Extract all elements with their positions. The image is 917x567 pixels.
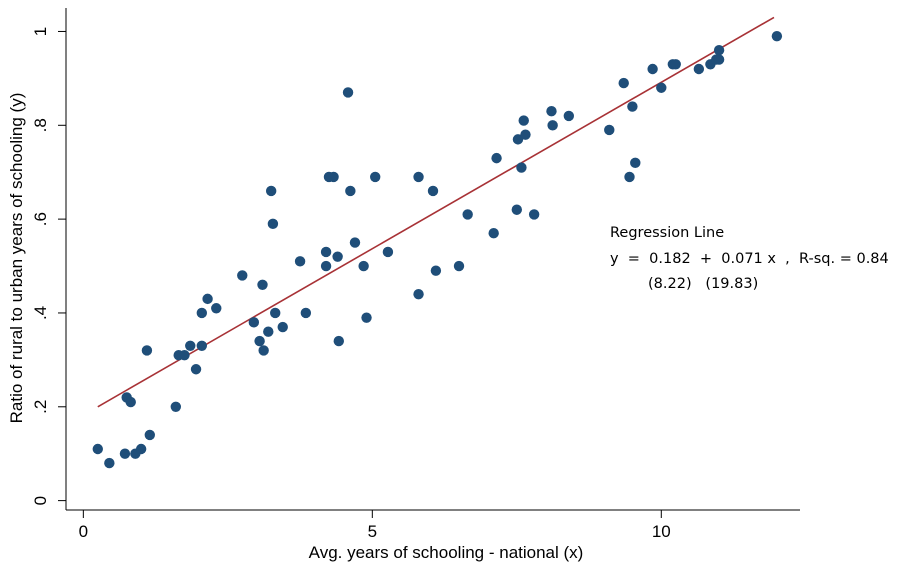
- data-point: [370, 171, 381, 183]
- data-point: [547, 120, 558, 131]
- data-point: [518, 115, 529, 126]
- x-axis-title: Avg. years of schooling - national (x): [309, 543, 584, 562]
- data-point: [254, 335, 265, 347]
- data-point: [512, 134, 524, 145]
- data-point: [516, 162, 527, 173]
- annotation-equation: y = 0.182 + 0.071 x , R-sq. = 0.84: [610, 251, 889, 267]
- data-point: [119, 448, 131, 459]
- data-point: [520, 129, 531, 140]
- data-point: [345, 185, 356, 197]
- data-point: [196, 340, 208, 351]
- data-point: [693, 63, 705, 75]
- data-point: [144, 429, 156, 441]
- data-point: [656, 82, 667, 93]
- data-point: [270, 307, 281, 319]
- y-axis-title: Ratio of rural to urban years of schooli…: [7, 93, 26, 424]
- data-point: [511, 204, 523, 215]
- data-point: [202, 293, 213, 305]
- x-tick-label: 0: [79, 522, 88, 541]
- data-point: [546, 106, 557, 117]
- data-point: [382, 246, 394, 258]
- annotation-title: Regression Line: [610, 225, 724, 241]
- data-point: [257, 279, 268, 291]
- data-point: [265, 185, 277, 197]
- data-point: [488, 227, 499, 239]
- data-point: [358, 260, 369, 272]
- x-tick-label: 5: [368, 522, 377, 541]
- data-point: [320, 260, 332, 272]
- data-point: [179, 349, 190, 361]
- y-tick-label: .2: [31, 400, 50, 414]
- data-point: [320, 246, 332, 258]
- data-point: [618, 77, 629, 89]
- data-point: [604, 124, 615, 136]
- data-point: [92, 443, 103, 455]
- data-point: [771, 30, 783, 42]
- data-point: [300, 307, 312, 319]
- data-point: [630, 157, 641, 169]
- data-point: [263, 326, 274, 337]
- data-point: [713, 45, 725, 56]
- y-tick-label: .6: [31, 212, 50, 226]
- y-tick-label: .8: [31, 118, 50, 132]
- data-point: [491, 152, 502, 164]
- data-point: [211, 303, 222, 314]
- data-point: [237, 270, 248, 281]
- data-point: [277, 321, 288, 333]
- data-point: [462, 209, 473, 220]
- y-tick-label: 1: [31, 27, 50, 36]
- data-point: [528, 209, 540, 220]
- data-point: [713, 54, 725, 65]
- data-point: [104, 457, 115, 469]
- data-point: [624, 171, 635, 183]
- data-point: [141, 345, 153, 356]
- data-point: [413, 171, 424, 183]
- data-point: [258, 345, 269, 356]
- data-point: [328, 171, 339, 183]
- y-tick-label: .4: [31, 306, 50, 320]
- data-point: [563, 110, 575, 122]
- data-point: [647, 63, 658, 75]
- data-point: [349, 237, 361, 248]
- y-tick-label: 0: [31, 496, 50, 505]
- data-point: [294, 256, 306, 267]
- data-point: [196, 307, 208, 319]
- data-points: [92, 30, 783, 469]
- data-point: [190, 364, 202, 375]
- data-point: [267, 218, 279, 230]
- data-point: [427, 185, 439, 197]
- x-tick-label: 10: [652, 522, 671, 541]
- data-point: [333, 335, 344, 347]
- regression-line: [97, 16, 775, 408]
- data-point: [185, 340, 196, 351]
- data-point: [413, 288, 424, 300]
- data-point: [248, 317, 260, 328]
- data-point: [342, 87, 354, 98]
- data-point: [670, 59, 681, 70]
- axes: 0 5 10 0 .2 .4 .6 .8 1: [31, 8, 800, 541]
- data-point: [170, 401, 182, 412]
- annotation-stats: (8.22) (19.83): [648, 276, 758, 292]
- data-point: [430, 265, 442, 276]
- data-point: [125, 396, 136, 408]
- data-point: [135, 443, 147, 455]
- data-point: [361, 312, 372, 323]
- data-point: [453, 260, 465, 272]
- data-point: [332, 251, 343, 262]
- data-point: [627, 101, 638, 112]
